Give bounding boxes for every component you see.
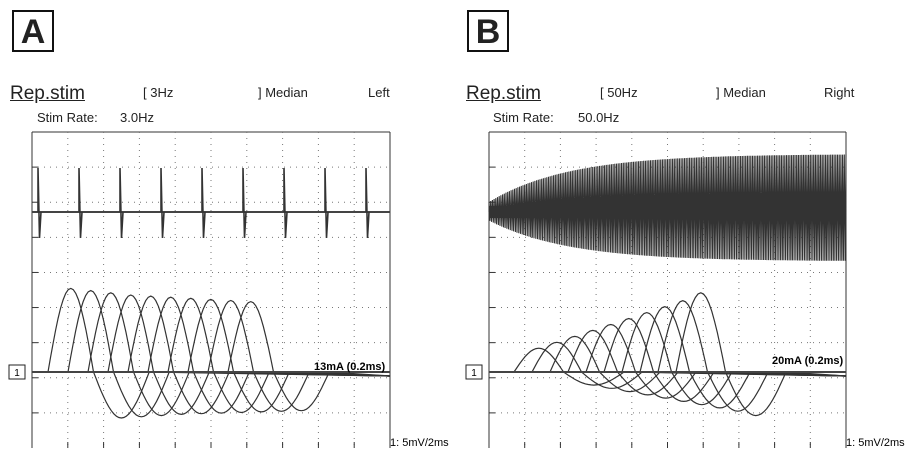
channel-box bbox=[8, 364, 26, 380]
repetitive-stimulation-trace bbox=[32, 167, 390, 239]
nerve-label: ] Median bbox=[716, 85, 766, 100]
frequency-label: [ 50Hz bbox=[600, 85, 638, 100]
cmap-trace bbox=[489, 317, 847, 403]
cmap-trace bbox=[489, 306, 847, 409]
emg-plot: 1 13mA (0.2ms) 1: 5mV/2ms bbox=[8, 131, 449, 449]
channel-number: 1 bbox=[471, 368, 477, 379]
cmap-trace bbox=[32, 292, 391, 417]
cmap-trace bbox=[489, 300, 847, 412]
cmap-trace bbox=[489, 347, 847, 386]
stimulus-artifact bbox=[365, 167, 370, 239]
stim-rate-label: Stim Rate: bbox=[37, 110, 98, 125]
stimulus-artifact bbox=[119, 167, 124, 239]
grid bbox=[31, 131, 391, 448]
plot-labels: 1 13mA (0.2ms) 1: 5mV/2ms bbox=[8, 361, 449, 449]
panel-a: A Rep.stim [ 3Hz ] Median Left Stim Rate… bbox=[8, 10, 449, 449]
cmap-trace bbox=[32, 289, 391, 418]
stim-rate-value: 50.0Hz bbox=[578, 110, 620, 125]
scale-label: 1: 5mV/2ms bbox=[846, 437, 905, 449]
repetitive-stimulation-trace bbox=[488, 154, 847, 261]
cmap-trace bbox=[32, 294, 391, 416]
cmap-trace bbox=[32, 300, 391, 412]
plot-labels: 1 20mA (0.2ms) 1: 5mV/2ms bbox=[465, 355, 905, 449]
cmap-trace bbox=[32, 296, 391, 414]
stimulus-train-core bbox=[489, 206, 846, 218]
stimulus-artifact bbox=[160, 167, 165, 239]
cmap-trace bbox=[489, 329, 847, 396]
channel-number: 1 bbox=[14, 368, 20, 379]
stim-rate-value: 3.0Hz bbox=[120, 110, 154, 125]
stim-annotation: 13mA (0.2ms) bbox=[314, 361, 385, 373]
cmap-trace bbox=[32, 287, 391, 419]
stimulus-artifact bbox=[37, 167, 42, 239]
side-label: Left bbox=[368, 85, 390, 100]
channel-box bbox=[465, 364, 483, 380]
cmap-trace bbox=[32, 298, 391, 413]
cmap-trace bbox=[32, 297, 391, 414]
panel-label: A bbox=[12, 10, 54, 52]
stimulus-artifact bbox=[242, 167, 247, 239]
chart-title: Rep.stim bbox=[10, 83, 85, 104]
stimulus-artifact bbox=[201, 167, 206, 239]
cmap-trace bbox=[32, 295, 391, 415]
stimulus-artifact bbox=[78, 167, 83, 239]
stimulus-artifact bbox=[283, 167, 288, 239]
panel-label: B bbox=[467, 10, 509, 52]
stim-rate-label: Stim Rate: bbox=[493, 110, 554, 125]
cmap-trace bbox=[489, 335, 847, 393]
emg-plot: 1 20mA (0.2ms) 1: 5mV/2ms bbox=[465, 131, 905, 449]
scale-label: 1: 5mV/2ms bbox=[390, 437, 449, 449]
cmap-traces bbox=[489, 292, 847, 417]
cmap-trace bbox=[489, 341, 847, 389]
panel-b: B Rep.stim [ 50Hz ] Median Right Stim Ra… bbox=[454, 0, 908, 450]
cmap-traces bbox=[32, 287, 391, 419]
nerve-label: ] Median bbox=[258, 85, 308, 100]
frequency-label: [ 3Hz bbox=[143, 85, 174, 100]
stimulus-artifact bbox=[324, 167, 329, 239]
cmap-trace bbox=[489, 311, 847, 406]
cmap-trace bbox=[489, 323, 847, 399]
cmap-trace bbox=[489, 292, 847, 417]
stim-annotation: 20mA (0.2ms) bbox=[772, 355, 843, 367]
cmap-trace bbox=[32, 299, 391, 412]
side-label: Right bbox=[824, 85, 855, 100]
chart-title: Rep.stim bbox=[466, 83, 541, 104]
